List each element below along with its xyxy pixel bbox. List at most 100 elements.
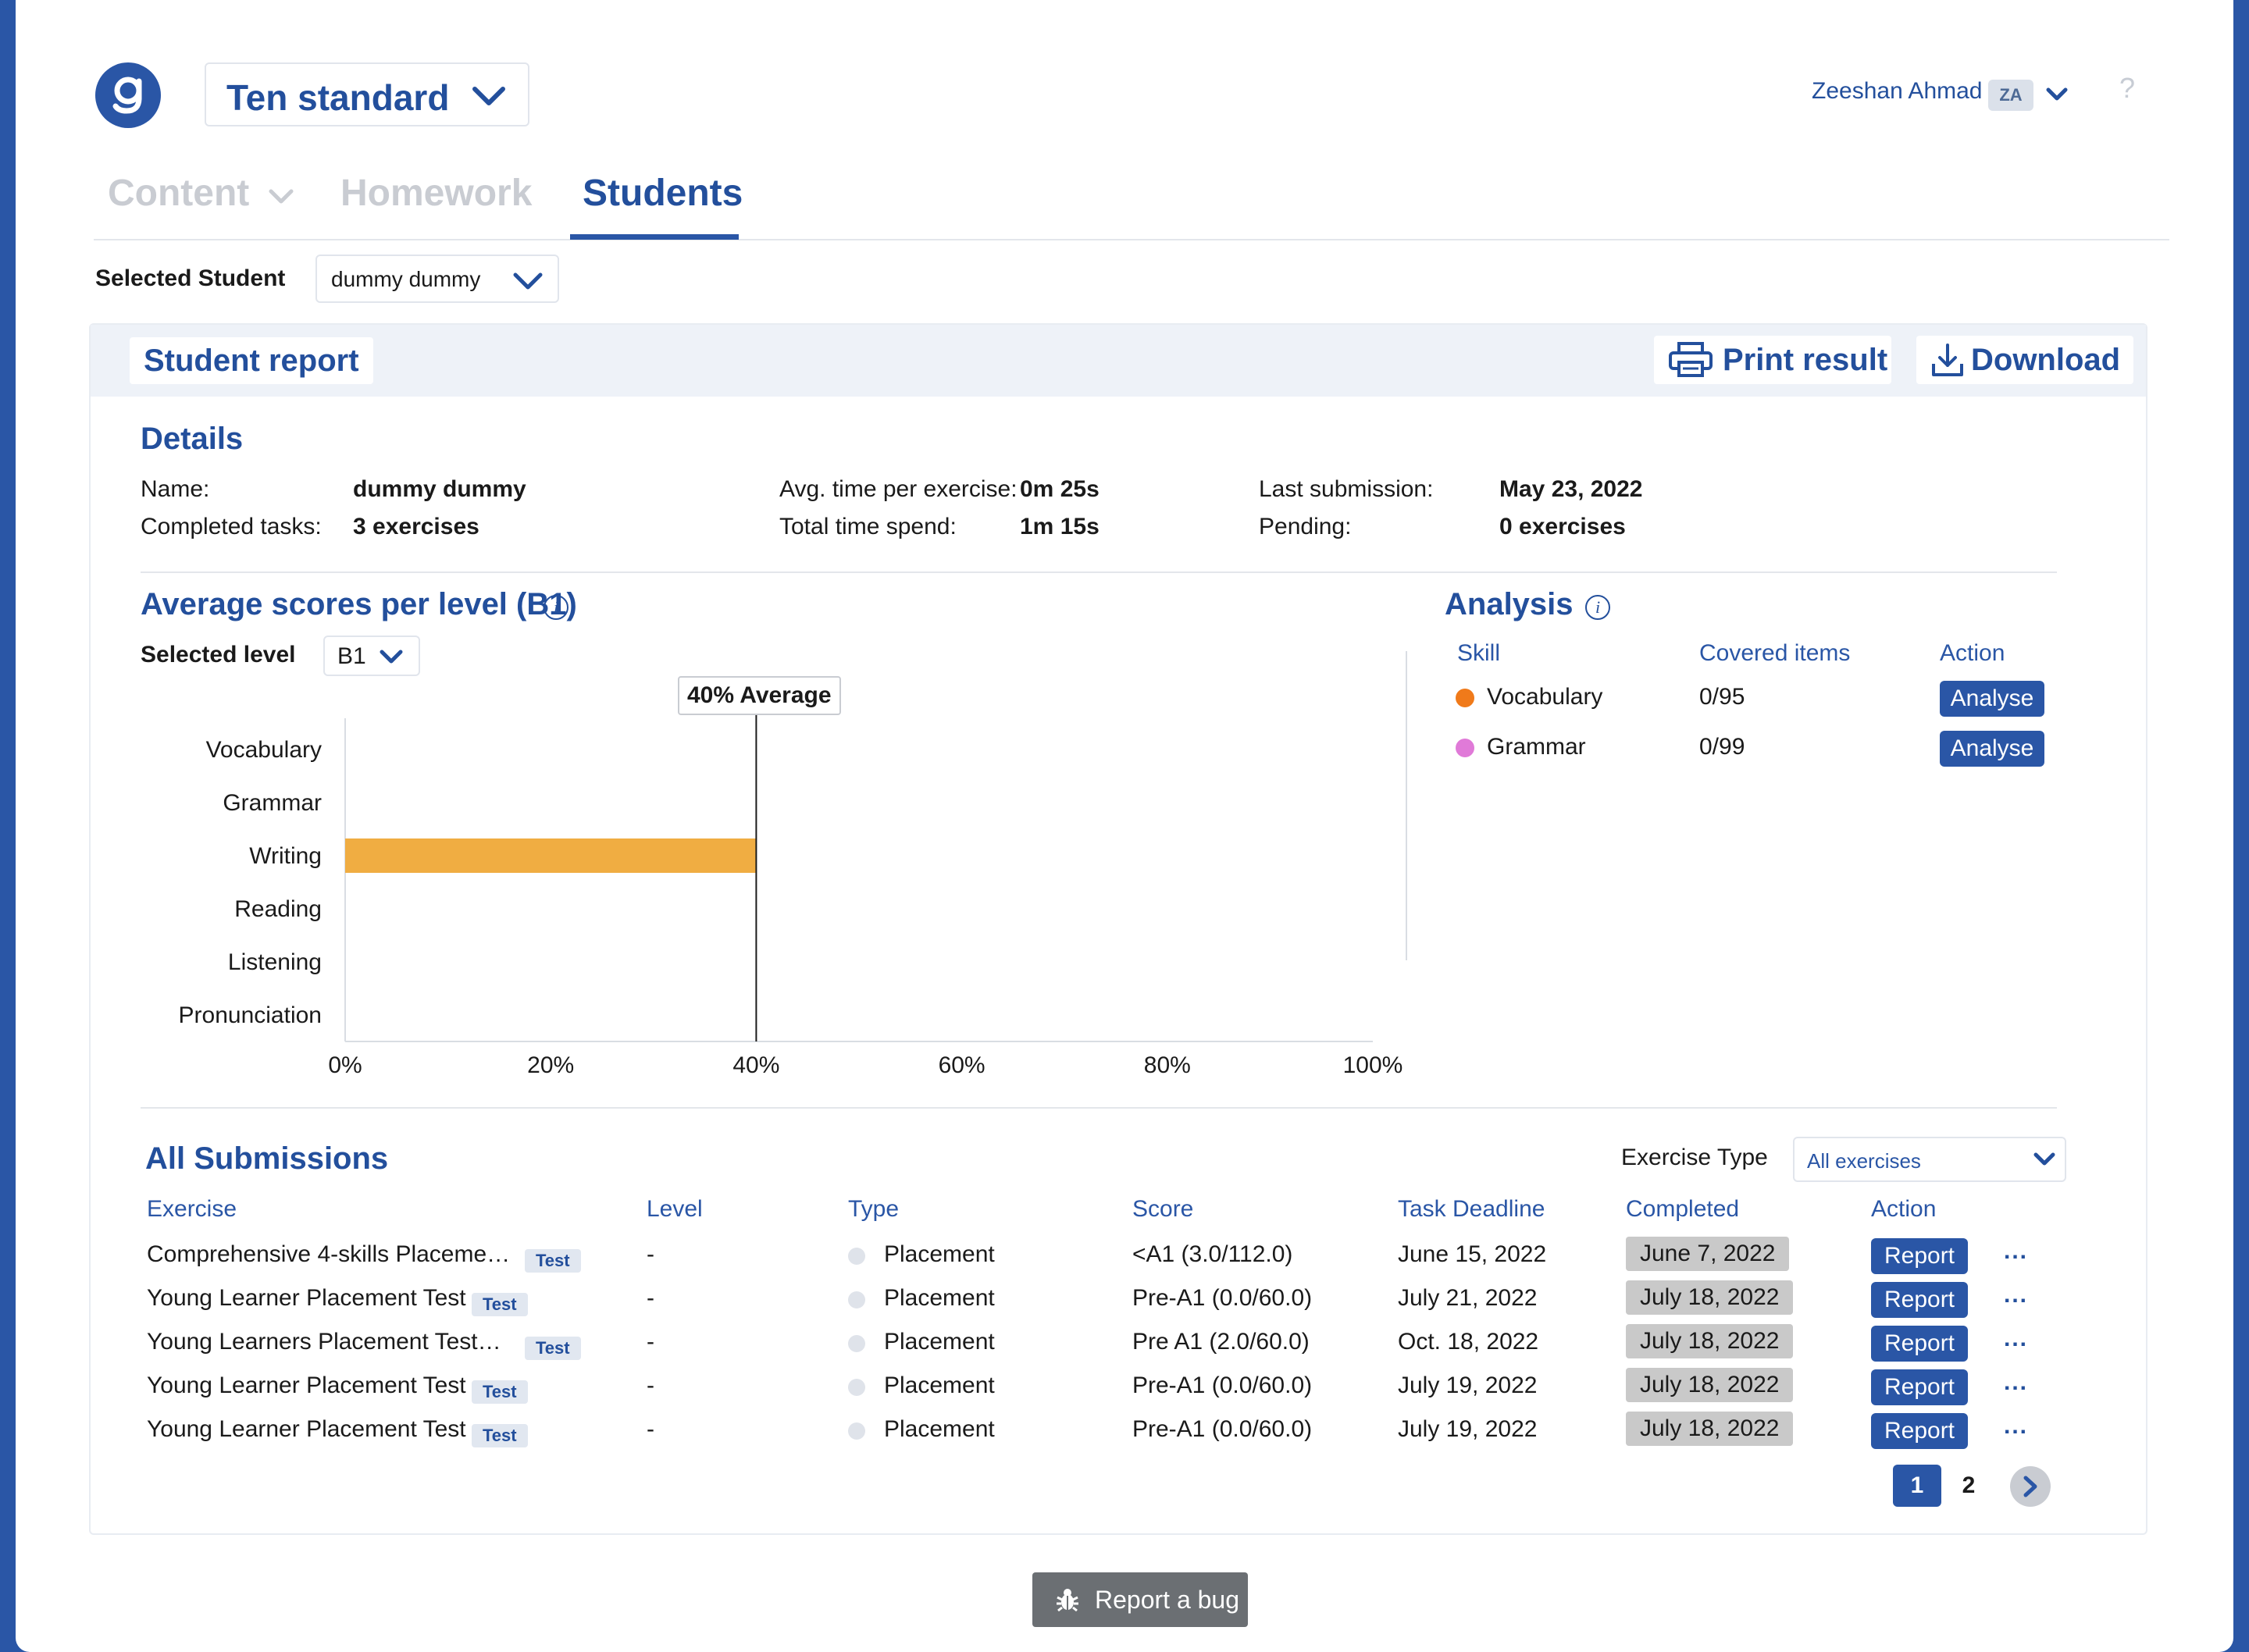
- more-options-icon[interactable]: ...: [2004, 1369, 2029, 1395]
- x-tick-label: 40%: [732, 1052, 779, 1078]
- help-icon[interactable]: ?: [2119, 72, 2136, 104]
- submissions-title: All Submissions: [145, 1141, 389, 1176]
- scores-title: Average scores per level (B1): [141, 587, 577, 621]
- more-options-icon[interactable]: ...: [2004, 1413, 2029, 1439]
- analysis-header-skill: Skill: [1457, 640, 1501, 666]
- level-value: -: [647, 1285, 654, 1311]
- student-selector-value: dummy dummy: [331, 267, 481, 291]
- test-badge: Test: [472, 1380, 528, 1404]
- score-value: Pre-A1 (0.0/60.0): [1132, 1373, 1313, 1398]
- page-1-button[interactable]: 1: [1893, 1465, 1941, 1507]
- grammar-dot: [1456, 739, 1474, 757]
- page-2-button[interactable]: 2: [1962, 1472, 1976, 1498]
- analyse-button[interactable]: Analyse: [1940, 681, 2044, 717]
- report-button[interactable]: Report: [1871, 1238, 1968, 1274]
- x-tick-label: 20%: [527, 1052, 574, 1078]
- deadline-value: July 19, 2022: [1398, 1373, 1538, 1398]
- completed-tasks-label: Completed tasks:: [141, 514, 322, 539]
- type-value: Placement: [884, 1241, 995, 1267]
- deadline-value: Oct. 18, 2022: [1398, 1329, 1539, 1355]
- report-button[interactable]: Report: [1871, 1326, 1968, 1362]
- completed-date: June 7, 2022: [1626, 1237, 1790, 1271]
- print-result-button[interactable]: Print result: [1654, 336, 1891, 384]
- more-options-icon[interactable]: ...: [2004, 1282, 2029, 1308]
- user-avatar[interactable]: ZA: [1988, 80, 2033, 111]
- table-row: Comprehensive 4-skills Placeme… Test - P…: [16, 1237, 2233, 1285]
- last-submission-label: Last submission:: [1259, 476, 1434, 502]
- col-score: Score: [1132, 1196, 1194, 1222]
- name-value: dummy dummy: [353, 476, 526, 502]
- submissions-divider: [141, 1107, 2057, 1109]
- download-icon: [1932, 344, 1963, 376]
- level-selector[interactable]: B1: [323, 636, 420, 676]
- type-dot: [848, 1291, 865, 1308]
- chevron-down-icon: [2033, 1152, 2055, 1166]
- more-options-icon[interactable]: ...: [2004, 1238, 2029, 1264]
- deadline-value: July 19, 2022: [1398, 1416, 1538, 1442]
- exercise-type-value: All exercises: [1807, 1149, 1921, 1173]
- exercise-name[interactable]: Comprehensive 4-skills Placeme…: [147, 1241, 511, 1267]
- bug-icon: [1057, 1589, 1078, 1612]
- type-dot: [848, 1422, 865, 1440]
- deadline-value: July 21, 2022: [1398, 1285, 1538, 1311]
- exercise-name[interactable]: Young Learners Placement Test…: [147, 1329, 501, 1355]
- level-value: -: [647, 1416, 654, 1442]
- chevron-right-icon: [2023, 1476, 2037, 1497]
- tab-content[interactable]: Content: [108, 172, 294, 215]
- type-dot: [848, 1335, 865, 1352]
- vocabulary-dot: [1456, 689, 1474, 707]
- user-name[interactable]: Zeeshan Ahmad: [1812, 78, 1983, 104]
- chevron-down-icon: [513, 272, 543, 290]
- pending-value: 0 exercises: [1499, 514, 1626, 539]
- type-value: Placement: [884, 1373, 995, 1398]
- tabs-divider: [94, 239, 2169, 240]
- report-button[interactable]: Report: [1871, 1369, 1968, 1405]
- report-title: Student report: [130, 337, 373, 384]
- tab-homework[interactable]: Homework: [340, 173, 533, 214]
- score-value: Pre-A1 (0.0/60.0): [1132, 1416, 1313, 1442]
- y-tick-label: Grammar: [223, 790, 322, 816]
- class-selector-value: Ten standard: [226, 77, 450, 118]
- info-icon[interactable]: i: [1585, 595, 1610, 620]
- col-exercise: Exercise: [147, 1196, 237, 1222]
- app-logo[interactable]: [95, 62, 161, 128]
- report-bug-button[interactable]: Report a bug: [1032, 1572, 1248, 1627]
- col-completed: Completed: [1626, 1196, 1740, 1222]
- report-button[interactable]: Report: [1871, 1413, 1968, 1449]
- active-tab-indicator: [570, 234, 739, 240]
- type-value: Placement: [884, 1285, 995, 1311]
- exercise-name[interactable]: Young Learner Placement Test: [147, 1416, 466, 1442]
- score-value: Pre A1 (2.0/60.0): [1132, 1329, 1310, 1355]
- table-row: Young Learners Placement Test… Test - Pl…: [16, 1324, 2233, 1373]
- more-options-icon[interactable]: ...: [2004, 1326, 2029, 1351]
- exercise-name[interactable]: Young Learner Placement Test: [147, 1373, 466, 1398]
- table-row: Young Learner Placement Test Test - Plac…: [16, 1412, 2233, 1460]
- student-selector[interactable]: dummy dummy: [315, 255, 559, 303]
- analysis-skill: Grammar: [1487, 734, 1586, 760]
- col-type: Type: [848, 1196, 900, 1222]
- scores-chart-svg: Vocabulary Grammar Writing Reading Listening…: [179, 714, 1403, 1078]
- exercise-type-selector[interactable]: All exercises: [1793, 1137, 2066, 1182]
- analysis-covered: 0/95: [1699, 684, 1745, 710]
- next-page-button[interactable]: [2010, 1466, 2051, 1507]
- score-value: <A1 (3.0/112.0): [1132, 1241, 1293, 1267]
- analyse-button[interactable]: Analyse: [1940, 731, 2044, 767]
- avg-time-value: 0m 25s: [1020, 476, 1100, 502]
- average-label: 40% Average: [678, 676, 841, 715]
- analysis-covered: 0/99: [1699, 734, 1745, 760]
- class-selector[interactable]: Ten standard: [205, 62, 529, 126]
- type-value: Placement: [884, 1329, 995, 1355]
- y-tick-label: Vocabulary: [206, 737, 322, 763]
- chevron-down-icon[interactable]: [2046, 87, 2068, 103]
- type-value: Placement: [884, 1416, 995, 1442]
- download-button[interactable]: Download: [1916, 336, 2133, 384]
- analysis-header-action: Action: [1940, 640, 2005, 666]
- print-result-label: Print result: [1723, 343, 1888, 377]
- completed-date: July 18, 2022: [1626, 1368, 1794, 1402]
- info-icon[interactable]: i: [544, 595, 568, 620]
- printer-icon: [1669, 342, 1713, 377]
- exercise-name[interactable]: Young Learner Placement Test: [147, 1285, 466, 1311]
- report-button[interactable]: Report: [1871, 1282, 1968, 1318]
- tab-students[interactable]: Students: [583, 173, 743, 214]
- level-value: -: [647, 1241, 654, 1267]
